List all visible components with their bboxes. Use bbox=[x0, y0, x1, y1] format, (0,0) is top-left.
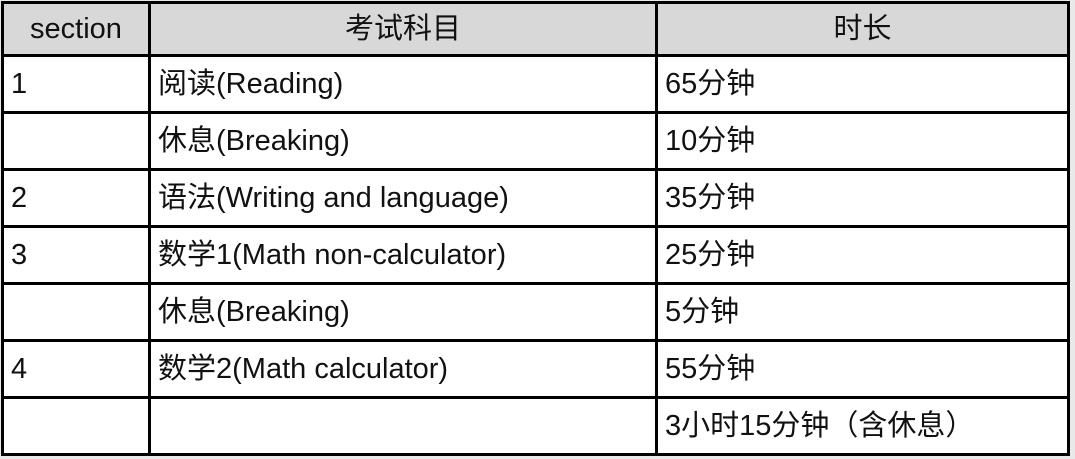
table-row: 4 数学2(Math calculator) 55分钟 bbox=[1, 339, 1070, 399]
cell-duration: 65分钟 bbox=[655, 54, 1070, 114]
cell-section bbox=[1, 111, 151, 171]
cell-duration: 25分钟 bbox=[655, 225, 1070, 285]
cell-subject: 数学2(Math calculator) bbox=[148, 339, 658, 399]
table-row: 2 语法(Writing and language) 35分钟 bbox=[1, 168, 1070, 228]
cell-section: 4 bbox=[1, 339, 151, 399]
cell-section bbox=[1, 282, 151, 342]
header-cell-subject: 考试科目 bbox=[148, 1, 658, 57]
table-body: 1 阅读(Reading) 65分钟 休息(Breaking) 10分钟 2 语… bbox=[1, 54, 1070, 456]
header-row: section 考试科目 时长 bbox=[1, 1, 1070, 57]
cell-section bbox=[1, 396, 151, 456]
cell-section: 1 bbox=[1, 54, 151, 114]
cell-subject bbox=[148, 396, 658, 456]
header-cell-duration: 时长 bbox=[655, 1, 1070, 57]
cell-section: 3 bbox=[1, 225, 151, 285]
table-header: section 考试科目 时长 bbox=[1, 1, 1070, 57]
cell-subject: 阅读(Reading) bbox=[148, 54, 658, 114]
table-row: 3 数学1(Math non-calculator) 25分钟 bbox=[1, 225, 1070, 285]
table-row: 休息(Breaking) 5分钟 bbox=[1, 282, 1070, 342]
header-cell-section: section bbox=[1, 1, 151, 57]
cell-duration: 35分钟 bbox=[655, 168, 1070, 228]
cell-duration: 55分钟 bbox=[655, 339, 1070, 399]
table-row: 休息(Breaking) 10分钟 bbox=[1, 111, 1070, 171]
table-row: 3小时15分钟（含休息） bbox=[1, 396, 1070, 456]
cell-duration: 3小时15分钟（含休息） bbox=[655, 396, 1070, 456]
cell-subject: 语法(Writing and language) bbox=[148, 168, 658, 228]
cell-subject: 数学1(Math non-calculator) bbox=[148, 225, 658, 285]
cell-duration: 5分钟 bbox=[655, 282, 1070, 342]
cell-subject: 休息(Breaking) bbox=[148, 282, 658, 342]
cell-duration: 10分钟 bbox=[655, 111, 1070, 171]
cell-subject: 休息(Breaking) bbox=[148, 111, 658, 171]
cell-section: 2 bbox=[1, 168, 151, 228]
table-row: 1 阅读(Reading) 65分钟 bbox=[1, 54, 1070, 114]
